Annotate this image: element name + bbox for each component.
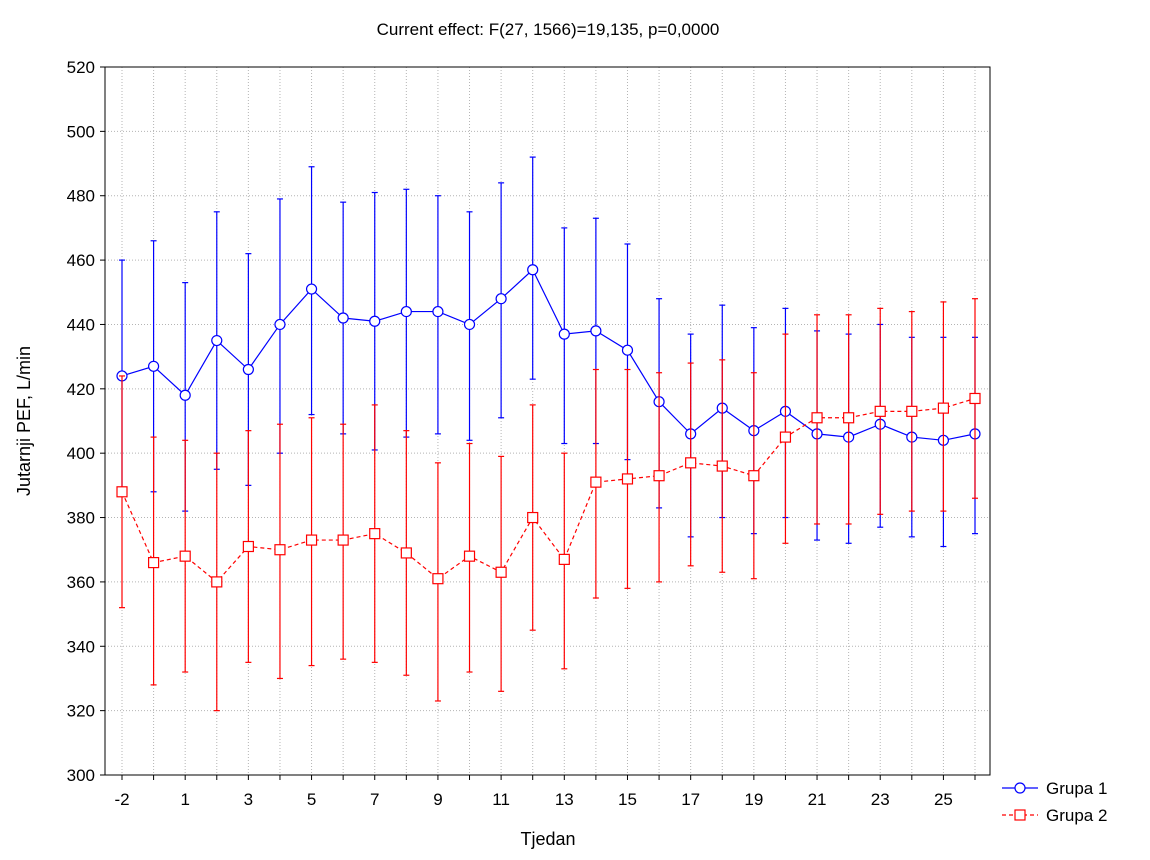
x-tick-label: 23: [871, 790, 890, 809]
grid-layer: [105, 66, 990, 776]
x-tick-label: 15: [618, 790, 637, 809]
data-point-grupa-2: [874, 405, 886, 417]
data-point-grupa-1: [242, 363, 254, 376]
data-point-grupa-1: [369, 315, 381, 327]
data-point-grupa-1: [274, 318, 286, 331]
data-point-grupa-2: [748, 470, 760, 482]
data-point-grupa-1: [495, 293, 507, 305]
y-tick-label: 320: [67, 702, 95, 721]
x-tick-label: 21: [808, 790, 827, 809]
data-point-grupa-2: [558, 553, 570, 565]
data-point-grupa-2: [463, 550, 476, 562]
legend-marker-grupa-1: [1014, 782, 1026, 794]
y-tick-label: 340: [67, 637, 95, 656]
data-point-grupa-1: [211, 334, 223, 347]
data-point-grupa-1: [590, 325, 602, 337]
data-point-grupa-2: [400, 547, 412, 559]
x-tick-label: 5: [307, 790, 316, 809]
data-point-grupa-2: [811, 412, 823, 424]
data-point-grupa-2: [653, 470, 665, 482]
data-point-grupa-2: [337, 534, 349, 546]
data-point-grupa-2: [716, 460, 728, 472]
data-point-grupa-1: [400, 305, 412, 318]
data-point-grupa-2: [843, 412, 855, 424]
data-point-grupa-1: [527, 264, 539, 276]
y-tick-label: 380: [67, 509, 95, 528]
plot-frame: [104, 66, 991, 776]
data-point-grupa-2: [495, 566, 507, 578]
data-point-grupa-2: [527, 511, 539, 524]
y-axis-label: Jutarnji PEF, L/min: [14, 346, 34, 496]
x-tick-label: 7: [370, 790, 379, 809]
x-axis-label: Tjedan: [520, 829, 575, 849]
data-point-grupa-1: [147, 360, 160, 372]
series-grupa-2: [116, 298, 981, 712]
x-tick-label: 19: [744, 790, 763, 809]
y-tick-label: 460: [67, 251, 95, 270]
x-tick-label: 1: [180, 790, 189, 809]
series-line-grupa-1: [121, 268, 976, 441]
series-layer: [116, 156, 981, 712]
y-tick-label: 440: [67, 315, 95, 334]
x-tick-label: 11: [492, 790, 510, 809]
data-point-grupa-2: [147, 556, 160, 569]
x-tick-label: 3: [244, 790, 253, 809]
data-point-grupa-2: [937, 402, 950, 414]
legend-label-grupa-2: Grupa 2: [1046, 806, 1107, 825]
data-point-grupa-2: [211, 576, 223, 588]
legend-marker-grupa-2: [1014, 809, 1026, 821]
data-point-grupa-1: [432, 305, 444, 318]
x-tick-label: 13: [555, 790, 574, 809]
legend-label-grupa-1: Grupa 1: [1046, 779, 1107, 798]
data-point-grupa-2: [969, 392, 981, 405]
chart-title: Current effect: F(27, 1566)=19,135, p=0,…: [377, 20, 720, 39]
y-tick-label: 480: [67, 187, 95, 206]
x-tick-label: 17: [681, 790, 700, 809]
x-tick-label: -2: [114, 790, 129, 809]
series-line-grupa-2: [121, 397, 976, 583]
y-tick-label: 520: [67, 58, 95, 77]
data-point-grupa-1: [463, 318, 476, 331]
y-tick-label: 500: [67, 122, 95, 141]
data-point-grupa-1: [337, 312, 349, 324]
data-point-grupa-2: [906, 405, 918, 417]
legend: Grupa 1 Grupa 2: [1002, 779, 1107, 825]
data-point-grupa-2: [179, 550, 191, 562]
data-point-grupa-1: [305, 283, 318, 295]
data-point-grupa-2: [779, 431, 792, 443]
y-tick-label: 360: [67, 573, 95, 592]
data-point-grupa-2: [242, 540, 254, 553]
data-point-grupa-1: [558, 328, 570, 340]
y-tick-label: 300: [67, 766, 95, 785]
data-point-grupa-2: [685, 457, 697, 469]
data-point-grupa-1: [621, 344, 634, 356]
x-tick-label: 25: [934, 790, 953, 809]
data-point-grupa-1: [179, 389, 191, 401]
y-tick-label: 420: [67, 380, 95, 399]
data-point-grupa-2: [590, 476, 602, 488]
data-point-grupa-2: [432, 573, 444, 585]
x-tick-label: 9: [433, 790, 442, 809]
data-point-grupa-2: [621, 473, 634, 485]
data-point-grupa-2: [369, 528, 381, 540]
data-point-grupa-2: [305, 534, 318, 546]
y-tick-label: 400: [67, 444, 95, 463]
series-grupa-1: [116, 156, 981, 548]
data-point-grupa-2: [116, 486, 128, 498]
data-point-grupa-2: [274, 544, 286, 556]
